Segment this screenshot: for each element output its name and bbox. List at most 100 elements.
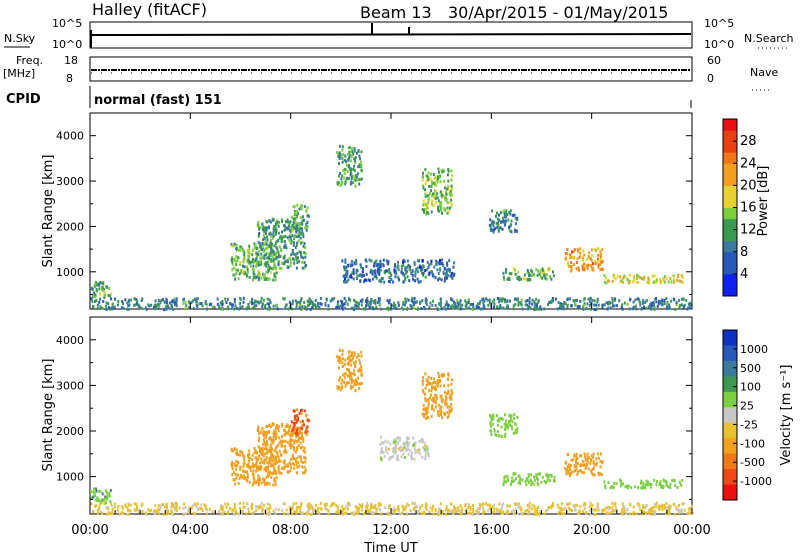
data-cell (255, 462, 258, 465)
data-cell (434, 401, 437, 405)
data-cell (425, 416, 428, 420)
data-cell (618, 299, 621, 303)
data-cell (278, 449, 281, 453)
data-cell (500, 306, 503, 310)
data-cell (93, 487, 96, 491)
data-cell (256, 480, 259, 484)
data-cell (508, 414, 511, 418)
data-cell (382, 441, 385, 445)
data-cell (137, 304, 140, 308)
data-cell (297, 444, 300, 448)
data-cell (598, 473, 601, 477)
data-cell (608, 279, 610, 283)
data-cell (482, 301, 485, 305)
data-cell (587, 467, 590, 471)
data-cell (427, 211, 430, 215)
data-cell (354, 360, 357, 364)
data-cell (263, 510, 266, 514)
data-cell (348, 355, 351, 359)
data-cell (295, 420, 298, 424)
data-cell (586, 302, 589, 306)
data-cell (292, 241, 295, 245)
data-cell (273, 433, 276, 436)
data-cell (268, 461, 271, 464)
data-cell (251, 257, 254, 261)
data-cell (265, 238, 268, 241)
data-cell (274, 430, 277, 434)
data-cell (267, 513, 270, 516)
data-cell (359, 361, 362, 365)
data-cell (505, 270, 508, 274)
data-cell (345, 270, 348, 274)
data-cell (640, 481, 642, 485)
data-cell (294, 211, 296, 215)
data-cell (428, 305, 431, 309)
data-cell (648, 281, 651, 285)
data-cell (614, 297, 617, 301)
data-cell (387, 447, 390, 451)
data-cell (205, 512, 208, 516)
data-cell (235, 459, 238, 463)
data-cell (424, 386, 427, 390)
data-cell (535, 304, 538, 308)
data-cell (501, 504, 504, 508)
data-cell (264, 436, 267, 440)
data-cell (257, 445, 260, 449)
data-cell (298, 436, 301, 440)
data-cell (111, 512, 113, 516)
data-cell (340, 381, 343, 385)
data-cell (490, 418, 493, 421)
data-cell (317, 506, 319, 510)
data-cell (489, 414, 491, 417)
data-cell (311, 510, 314, 514)
data-cell (475, 304, 478, 308)
data-cell (303, 242, 306, 246)
data-cell (441, 170, 444, 174)
data-cell (416, 266, 419, 270)
data-cell (295, 511, 298, 515)
data-cell (521, 512, 524, 516)
data-cell (255, 467, 258, 471)
data-cell (167, 306, 170, 310)
data-cell (647, 509, 650, 512)
data-cell (576, 473, 579, 476)
data-cell (306, 425, 309, 429)
data-cell (619, 275, 622, 279)
data-cell (529, 511, 532, 515)
data-cell (450, 297, 453, 301)
data-cell (347, 381, 350, 385)
data-cell (518, 275, 521, 279)
data-cell (566, 453, 569, 457)
data-cell (449, 190, 452, 193)
data-cell (424, 202, 427, 206)
data-cell (127, 307, 130, 311)
data-cell (101, 285, 104, 289)
data-cell (595, 457, 598, 461)
data-cell (221, 301, 224, 305)
data-cell (499, 508, 502, 512)
data-cell (301, 424, 304, 428)
data-cell (443, 208, 446, 212)
data-cell (98, 283, 101, 287)
data-cell (510, 272, 513, 276)
data-cell (533, 475, 536, 479)
data-cell (427, 175, 430, 179)
data-cell (266, 451, 269, 454)
data-cell (358, 503, 361, 507)
data-cell (194, 297, 197, 301)
data-cell (430, 182, 433, 186)
data-cell (273, 265, 275, 269)
data-cell (127, 304, 130, 307)
data-cell (459, 512, 462, 516)
data-cell (530, 481, 533, 485)
data-cell (234, 464, 237, 468)
x-tick-label: 12:00 (372, 523, 409, 538)
data-cell (353, 149, 356, 153)
data-cell (105, 491, 108, 495)
data-cell (537, 269, 539, 273)
data-cell (129, 509, 132, 513)
data-cell (110, 297, 113, 301)
data-cell (170, 300, 173, 304)
data-cell (526, 479, 529, 482)
data-cell (576, 261, 578, 264)
